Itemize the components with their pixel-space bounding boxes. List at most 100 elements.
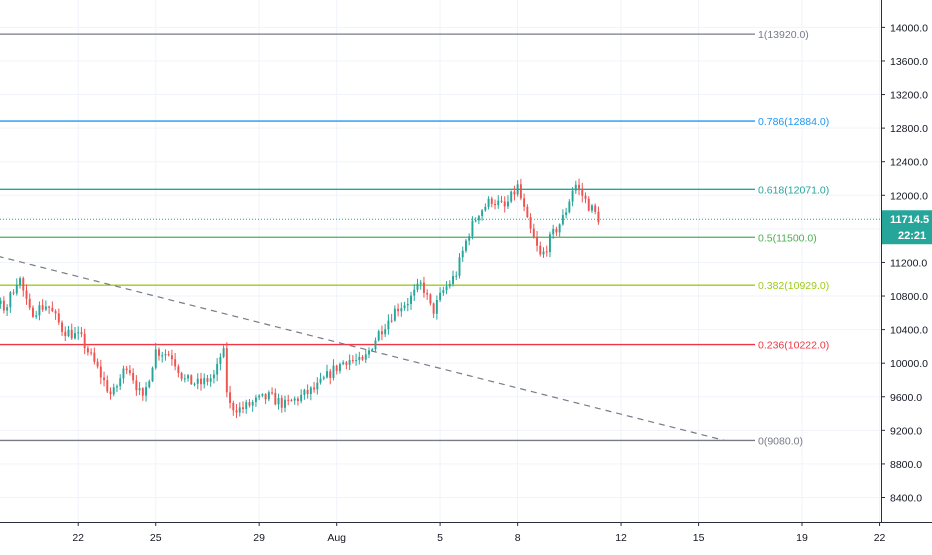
candle bbox=[464, 238, 467, 253]
candle bbox=[326, 364, 328, 379]
candle-body bbox=[177, 366, 180, 374]
candle bbox=[387, 314, 390, 335]
candle-body bbox=[348, 360, 351, 365]
candle bbox=[183, 374, 186, 383]
candle bbox=[132, 368, 135, 384]
candle-body bbox=[536, 237, 539, 246]
candle bbox=[303, 388, 306, 400]
candle bbox=[429, 293, 432, 306]
candle bbox=[481, 209, 484, 221]
candle-body bbox=[568, 201, 571, 213]
candle bbox=[51, 301, 54, 313]
candle bbox=[138, 382, 141, 396]
candle bbox=[203, 373, 206, 389]
last-price-value: 11714.5 bbox=[890, 214, 929, 226]
candle bbox=[242, 401, 244, 414]
candle-body bbox=[41, 305, 44, 310]
candle-body bbox=[132, 372, 135, 381]
candle-body bbox=[242, 407, 244, 409]
candle bbox=[0, 297, 2, 309]
candle bbox=[587, 196, 590, 212]
candle-body bbox=[83, 333, 86, 349]
candle-body bbox=[67, 329, 70, 337]
candle bbox=[287, 394, 290, 406]
candle-body bbox=[393, 308, 396, 321]
candle bbox=[322, 375, 325, 381]
candle-body bbox=[248, 402, 251, 406]
candle bbox=[309, 386, 312, 401]
candle bbox=[335, 364, 338, 375]
candle bbox=[471, 216, 474, 240]
candle bbox=[77, 326, 80, 340]
candle-body bbox=[426, 292, 429, 295]
candle bbox=[419, 279, 422, 290]
candle-body bbox=[555, 228, 558, 233]
candle-body bbox=[31, 307, 34, 317]
candle bbox=[148, 379, 151, 389]
time-tick-label: 12 bbox=[615, 532, 627, 544]
candle bbox=[338, 362, 341, 374]
candle bbox=[235, 404, 238, 419]
candle-body bbox=[380, 331, 383, 335]
candle bbox=[597, 206, 600, 225]
fib-levels: 1(13920.0) 0.786(12884.0) 0.618(12071.0) 0.… bbox=[0, 29, 829, 447]
candle-body bbox=[229, 392, 232, 403]
candle-body bbox=[565, 212, 568, 216]
candle bbox=[332, 359, 335, 381]
candle bbox=[264, 393, 267, 405]
candle bbox=[154, 342, 157, 370]
candle bbox=[468, 233, 471, 246]
candle-body bbox=[510, 191, 513, 202]
candle bbox=[416, 278, 419, 293]
candle bbox=[109, 387, 112, 400]
candle-body bbox=[455, 275, 458, 277]
candle-body bbox=[54, 311, 57, 314]
candle bbox=[99, 359, 102, 385]
candle-body bbox=[319, 378, 322, 383]
candle-body bbox=[232, 402, 235, 411]
candle bbox=[442, 286, 445, 296]
candle-body bbox=[73, 333, 76, 339]
candle-body bbox=[390, 320, 393, 322]
candle bbox=[494, 199, 497, 210]
candle bbox=[119, 374, 122, 391]
candle-body bbox=[151, 367, 154, 382]
candle-body bbox=[506, 201, 509, 207]
candle-body bbox=[209, 378, 212, 382]
candle bbox=[28, 293, 31, 311]
candle-body bbox=[235, 410, 238, 413]
candle bbox=[31, 305, 34, 319]
candle bbox=[455, 271, 458, 281]
candle-body bbox=[316, 382, 319, 390]
candle bbox=[568, 199, 571, 214]
price-tick-label: 10800.0 bbox=[890, 291, 928, 303]
candle bbox=[219, 353, 222, 371]
candle bbox=[187, 373, 190, 382]
candle bbox=[329, 368, 332, 385]
candle-body bbox=[216, 363, 219, 375]
candle bbox=[15, 278, 18, 296]
candle bbox=[284, 395, 286, 413]
fib-label-2: 0.618(12071.0) bbox=[758, 184, 829, 196]
candle-body bbox=[245, 402, 248, 409]
price-tick-label: 12800.0 bbox=[890, 123, 928, 135]
last-price-badge-bg bbox=[882, 210, 932, 245]
candle-body bbox=[413, 289, 416, 296]
candle bbox=[523, 193, 526, 212]
candle-body bbox=[167, 354, 170, 356]
candle bbox=[274, 388, 277, 406]
candle-body bbox=[513, 191, 516, 195]
grid bbox=[0, 0, 881, 522]
candle bbox=[574, 180, 577, 194]
candle-body bbox=[225, 348, 228, 393]
candle bbox=[474, 217, 477, 223]
candle-body bbox=[183, 378, 186, 380]
candle-body bbox=[571, 190, 574, 202]
candle bbox=[41, 299, 44, 312]
candle bbox=[545, 245, 548, 257]
candle bbox=[513, 185, 516, 201]
candle-body bbox=[306, 389, 309, 395]
candle-body bbox=[296, 398, 299, 402]
candle bbox=[141, 387, 144, 401]
